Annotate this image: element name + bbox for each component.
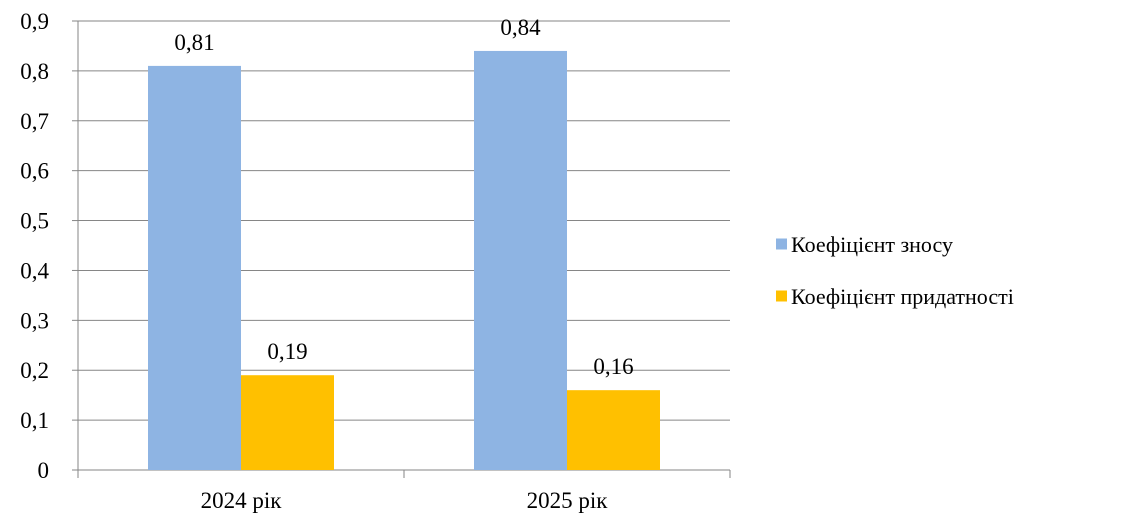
bar <box>474 50 567 470</box>
y-tick-label: 0,1 <box>20 408 49 433</box>
y-tick-label: 0,3 <box>20 308 49 333</box>
y-tick-label: 0,5 <box>20 209 49 234</box>
y-tick-label: 0,7 <box>20 109 49 134</box>
data-label: 0,16 <box>593 354 633 379</box>
y-tick-label: 0,8 <box>20 59 49 84</box>
data-label: 0,84 <box>500 15 541 40</box>
bar <box>241 375 334 470</box>
legend-swatch <box>776 290 787 302</box>
x-category-label: 2024 рік <box>201 488 283 513</box>
legend-swatch <box>776 238 787 250</box>
data-label: 0,19 <box>267 339 307 364</box>
x-category-label: 2025 рік <box>527 488 609 513</box>
legend-label: Коефіцієнт придатності <box>791 284 1014 309</box>
y-tick-label: 0,6 <box>20 159 49 184</box>
y-tick-label: 0 <box>38 458 50 483</box>
bar <box>148 65 241 471</box>
y-tick-label: 0,9 <box>20 9 49 34</box>
y-tick-label: 0,4 <box>20 258 49 283</box>
data-label: 0,81 <box>174 30 214 55</box>
y-tick-label: 0,2 <box>20 358 49 383</box>
bar <box>567 390 660 470</box>
legend-label: Коефіцієнт зносу <box>791 232 953 257</box>
